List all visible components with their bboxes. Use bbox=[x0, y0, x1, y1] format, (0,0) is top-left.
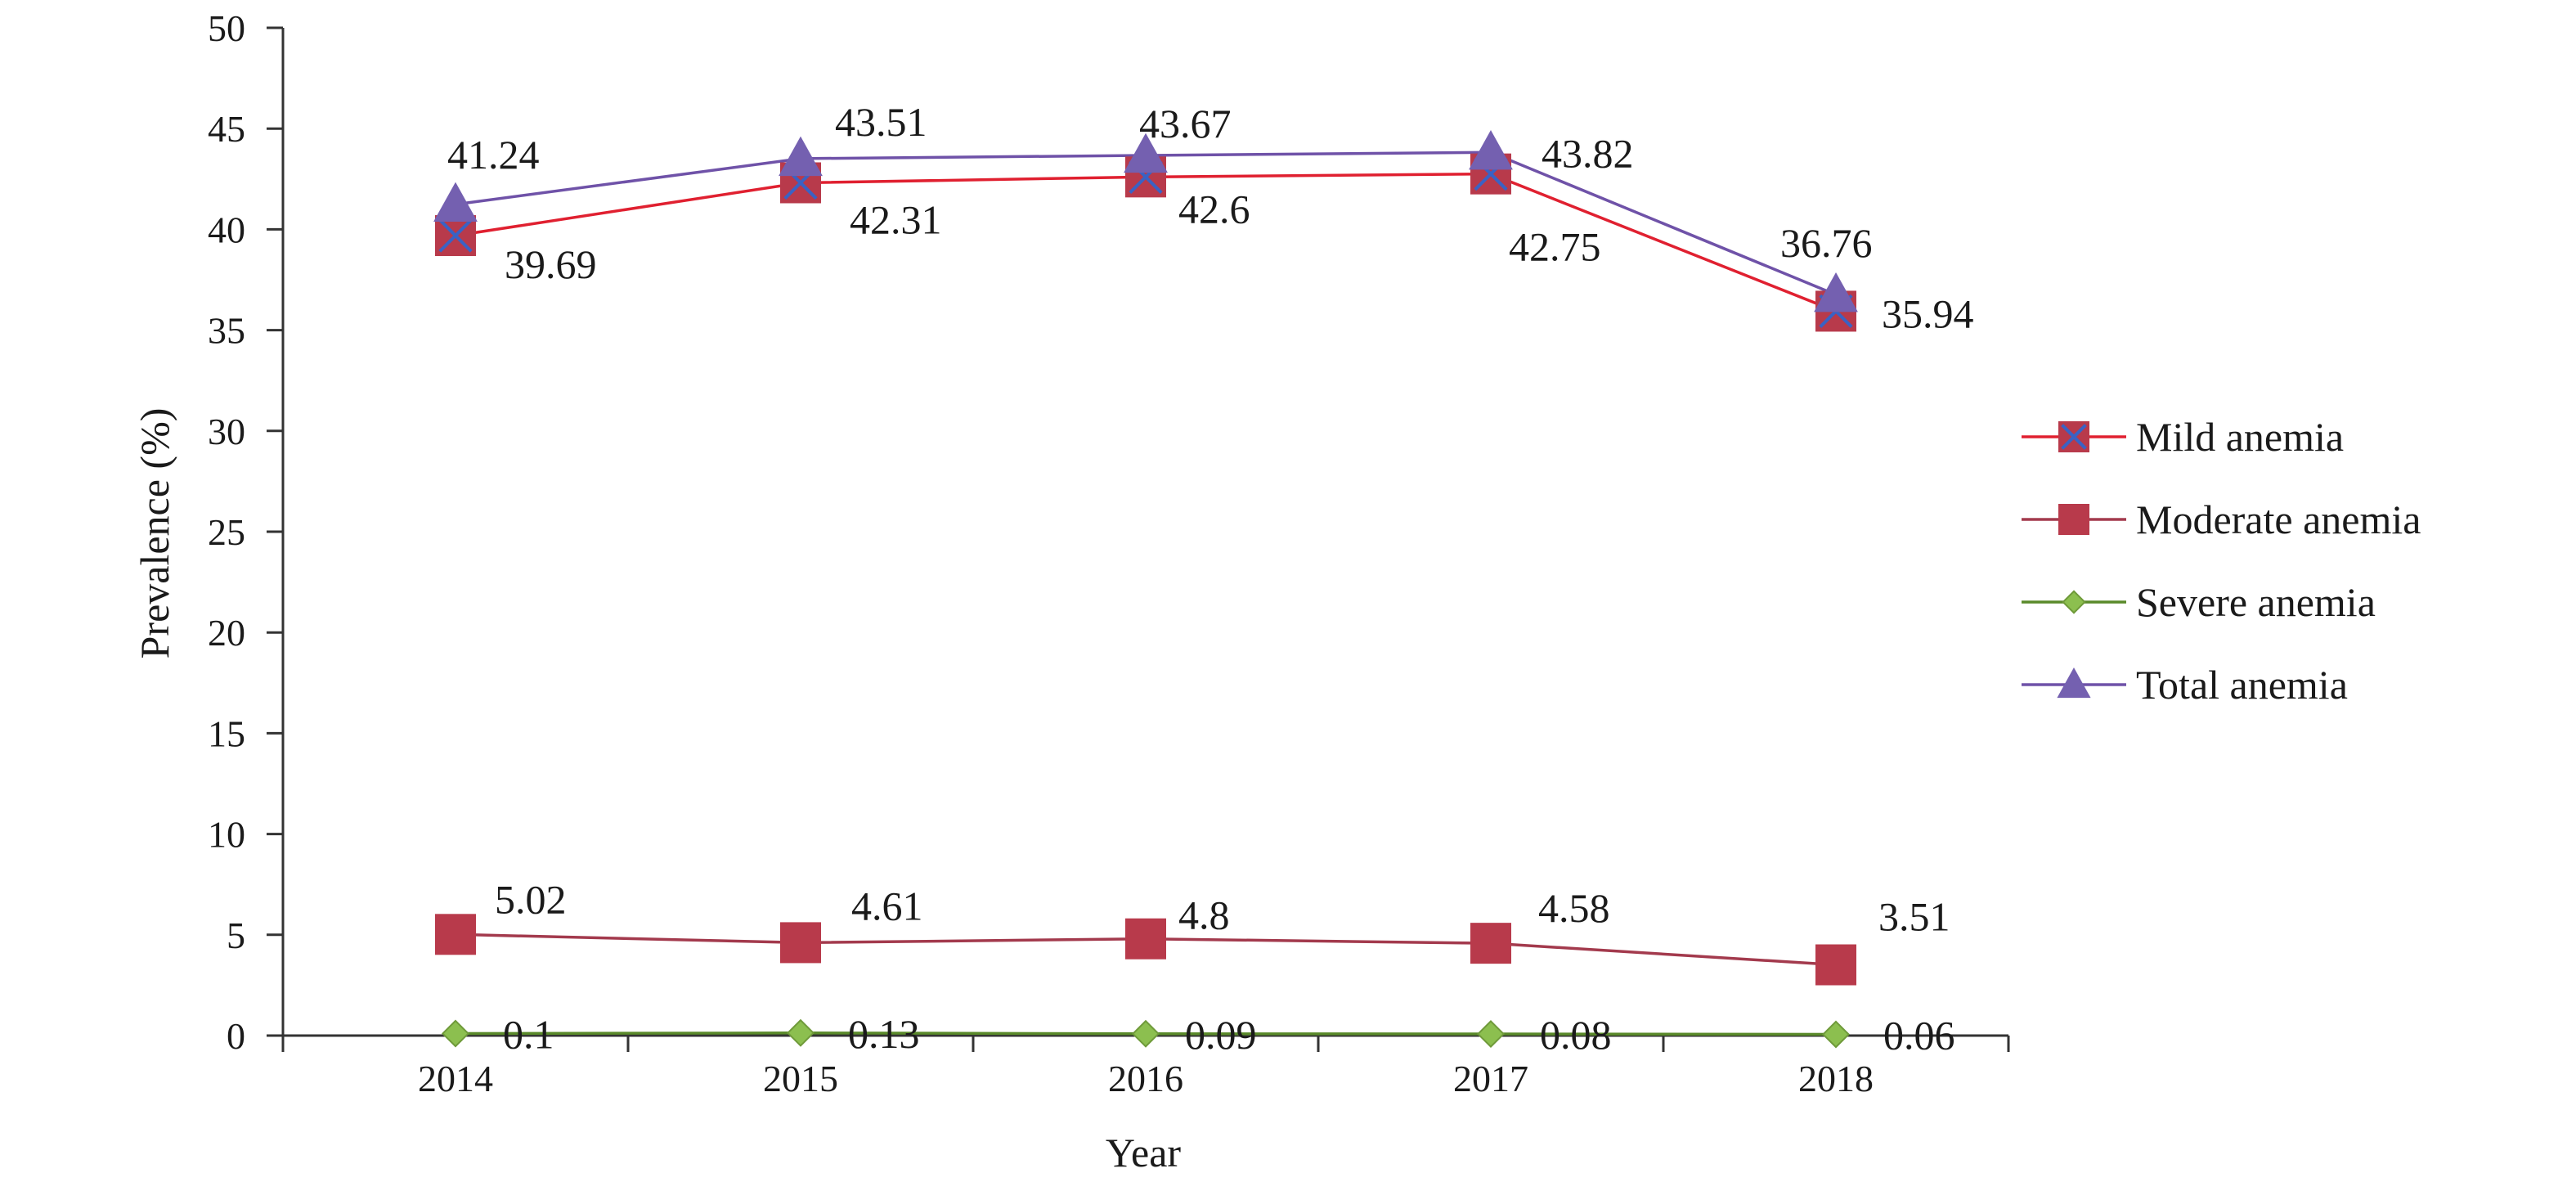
y-tick-label: 0 bbox=[227, 1015, 245, 1057]
legend-label: Mild anemia bbox=[2136, 414, 2344, 460]
x-tick-label: 2016 bbox=[1108, 1058, 1183, 1099]
diamond-marker bbox=[2062, 590, 2086, 614]
x-tick-label: 2015 bbox=[763, 1058, 838, 1099]
triangle-marker bbox=[1124, 133, 1168, 173]
legend: Mild anemia Moderate anemia Severe anemia T… bbox=[2022, 414, 2421, 708]
legend-label: Moderate anemia bbox=[2136, 497, 2421, 542]
y-tick-label: 40 bbox=[208, 209, 245, 250]
axes: 0 5 10 15 20 25 30 35 40 45 50 2014 2015 2016 2017 2018 bbox=[208, 7, 2010, 1099]
y-axis-title: Prevalence (%) bbox=[132, 408, 177, 659]
square-marker bbox=[2058, 504, 2089, 535]
diamond-marker bbox=[1131, 1019, 1160, 1048]
diamond-marker bbox=[1476, 1020, 1506, 1049]
data-label: 0.13 bbox=[848, 1011, 920, 1057]
y-tick-label: 20 bbox=[208, 612, 245, 654]
legend-label: Total anemia bbox=[2136, 662, 2348, 708]
y-tick-label: 10 bbox=[208, 814, 245, 856]
x-tick-label: 2018 bbox=[1798, 1058, 1874, 1099]
y-tick-label: 15 bbox=[208, 712, 245, 754]
x-tick-label: 2017 bbox=[1453, 1058, 1528, 1099]
data-label: 41.24 bbox=[447, 132, 540, 178]
diamond-marker bbox=[786, 1018, 815, 1047]
square-marker bbox=[435, 914, 476, 955]
data-label: 5.02 bbox=[495, 876, 567, 922]
legend-label: Severe anemia bbox=[2136, 579, 2376, 625]
data-label: 42.75 bbox=[1509, 224, 1601, 270]
data-label: 0.08 bbox=[1540, 1012, 1612, 1058]
data-label: 0.09 bbox=[1185, 1012, 1257, 1058]
diamond-marker bbox=[1821, 1020, 1851, 1049]
data-label: 4.8 bbox=[1178, 892, 1230, 938]
triangle-marker bbox=[433, 182, 478, 222]
data-label: 35.94 bbox=[1882, 290, 1974, 336]
y-tick-label: 35 bbox=[208, 310, 245, 352]
square-marker bbox=[1125, 918, 1166, 960]
diamond-marker bbox=[441, 1019, 470, 1048]
data-label: 42.6 bbox=[1178, 186, 1250, 231]
data-label: 39.69 bbox=[505, 241, 597, 287]
triangle-marker bbox=[779, 136, 823, 177]
square-marker bbox=[1815, 944, 1856, 986]
data-labels: 39.69 42.31 42.6 42.75 35.94 5.02 4.61 4.8 4.58 3… bbox=[447, 99, 1974, 1058]
x-tick-label: 2014 bbox=[418, 1058, 493, 1099]
data-label: 43.51 bbox=[835, 99, 927, 145]
y-tick-label: 50 bbox=[208, 7, 245, 49]
data-label: 43.67 bbox=[1139, 101, 1232, 146]
data-label: 3.51 bbox=[1878, 894, 1950, 940]
data-label: 4.58 bbox=[1538, 885, 1610, 931]
y-tick-label: 25 bbox=[208, 511, 245, 553]
data-label: 42.31 bbox=[850, 196, 942, 242]
data-label: 36.76 bbox=[1780, 220, 1873, 266]
triangle-marker bbox=[2057, 667, 2091, 699]
x-cross-marker bbox=[438, 218, 473, 253]
square-marker bbox=[1470, 923, 1511, 964]
y-tick-label: 45 bbox=[208, 108, 245, 150]
data-label: 0.1 bbox=[503, 1012, 554, 1058]
data-label: 0.06 bbox=[1883, 1013, 1955, 1058]
x-cross-marker bbox=[2061, 424, 2087, 450]
data-label: 43.82 bbox=[1542, 130, 1634, 176]
series-lines bbox=[455, 151, 1837, 1036]
triangle-marker bbox=[1814, 272, 1858, 312]
x-axis-title: Year bbox=[1106, 1130, 1181, 1175]
triangle-marker bbox=[1469, 130, 1513, 170]
square-marker bbox=[780, 922, 821, 964]
y-tick-label: 5 bbox=[227, 915, 245, 956]
series-markers bbox=[433, 130, 1858, 1049]
data-label: 4.61 bbox=[851, 883, 923, 928]
y-tick-label: 30 bbox=[208, 411, 245, 452]
